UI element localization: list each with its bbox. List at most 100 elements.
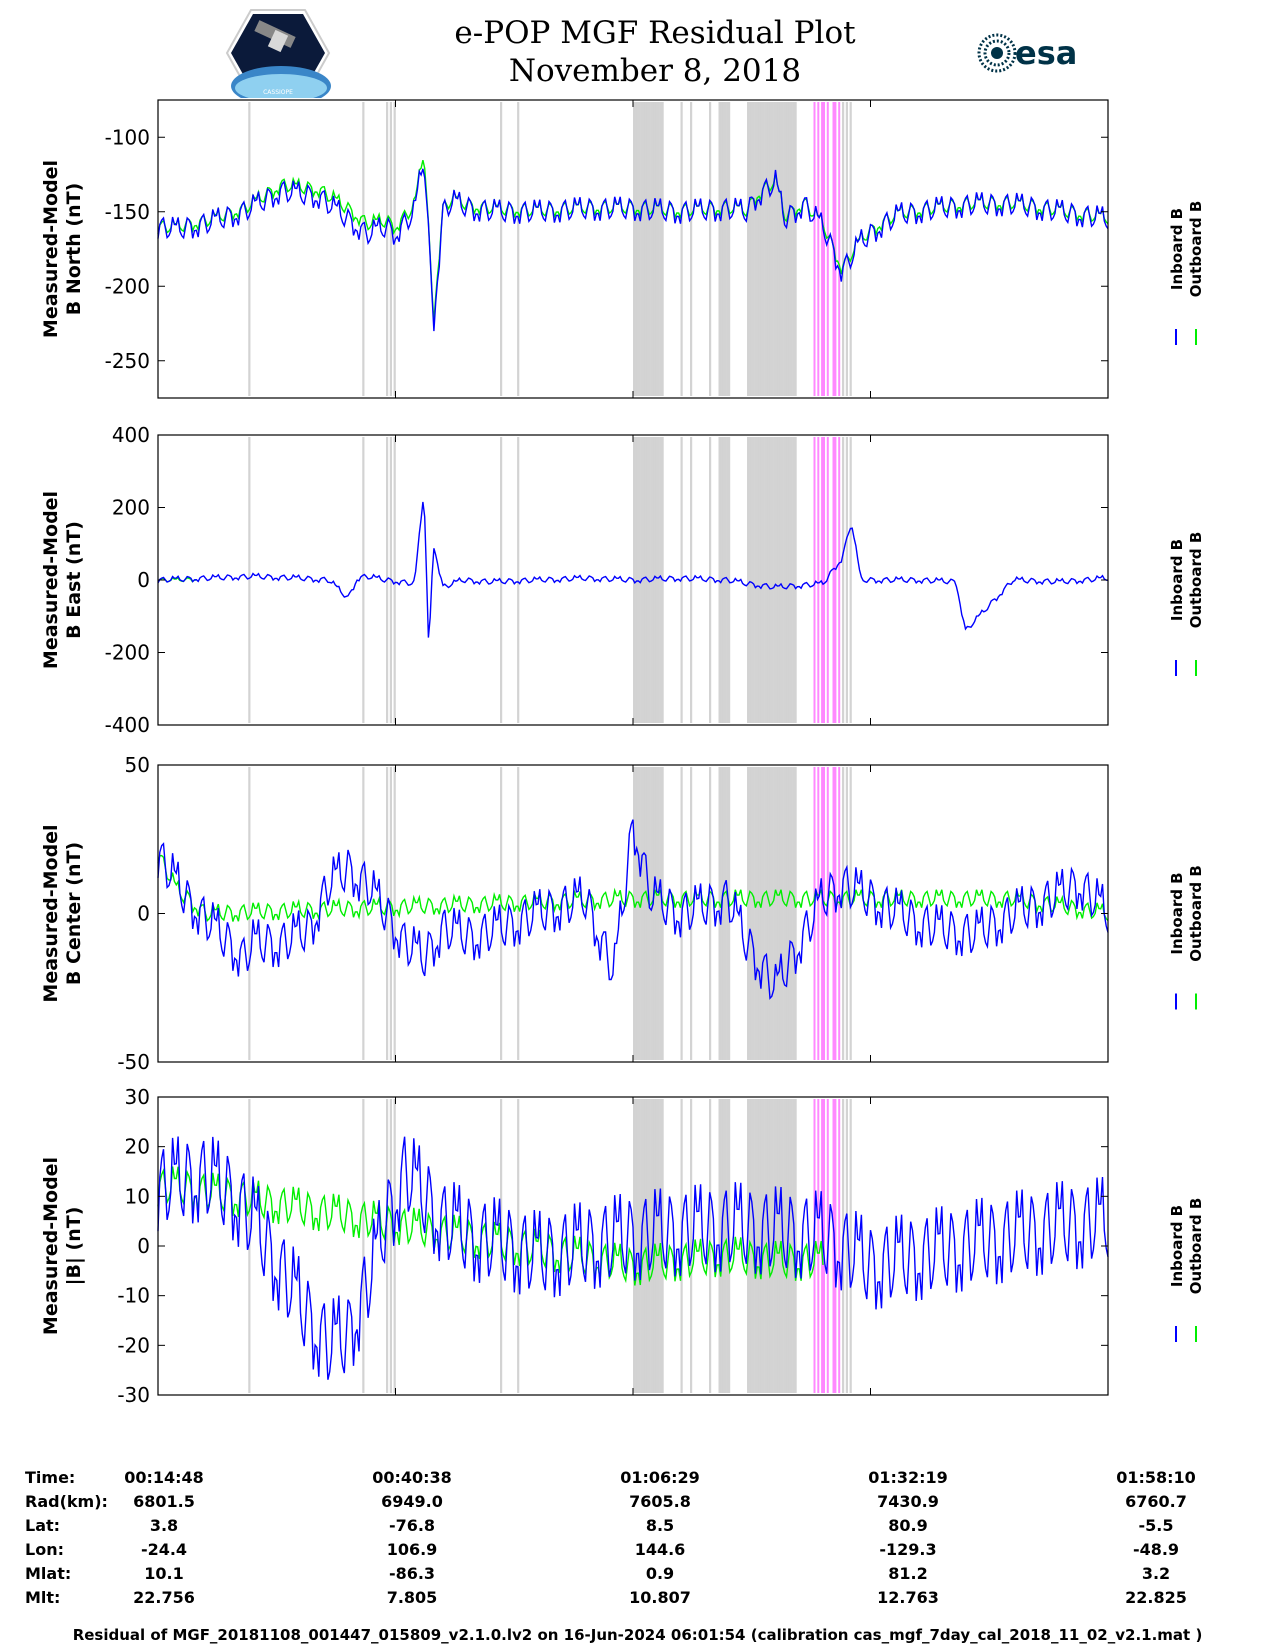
gray-band [657, 437, 660, 723]
gray-band [790, 102, 793, 396]
mlat-value: 3.2 [1141, 1564, 1171, 1583]
gray-band [722, 102, 725, 396]
gray-band [785, 437, 788, 723]
panel-4: 30 20 10 0 -10 -20 -30 Measured-Model|B| (nT) In… [40, 1085, 1205, 1407]
gray-band [783, 767, 786, 1060]
gray-band [845, 1099, 848, 1393]
gray-band [786, 102, 790, 396]
gray-band [790, 1099, 793, 1393]
gray-band [648, 437, 651, 723]
lat-value: 8.5 [645, 1516, 675, 1535]
gray-band [794, 767, 797, 1060]
title-line-1: e-POP MGF Residual Plot [454, 15, 856, 51]
gray-band [724, 437, 727, 723]
pink-band [838, 437, 841, 723]
gray-band [248, 102, 251, 396]
gray-band [362, 1099, 365, 1393]
mlat-value: 81.2 [888, 1564, 928, 1583]
label-lat: Lat: [25, 1516, 61, 1535]
gray-band [652, 767, 655, 1060]
gray-band [792, 767, 795, 1060]
gray-band [709, 1099, 712, 1393]
pink-band [838, 1099, 841, 1393]
gray-band [633, 102, 636, 396]
rad-value: 7430.9 [877, 1492, 939, 1511]
gray-band [657, 102, 660, 396]
series-outboard [157, 854, 1109, 922]
gray-band [756, 767, 759, 1060]
gray-band [362, 102, 365, 396]
gray-band [657, 767, 660, 1060]
legend-inboard-label: Inboard B [1168, 208, 1186, 290]
gray-band [771, 102, 774, 396]
y-tick-label: -20 [117, 1333, 150, 1357]
gray-band [790, 767, 793, 1060]
y-tick-label: 30 [125, 1085, 150, 1109]
label-time: Time: [25, 1468, 76, 1487]
time-value: 01:58:10 [1116, 1468, 1196, 1487]
pink-band [838, 102, 841, 396]
pink-band [834, 1099, 837, 1393]
gray-band [758, 767, 761, 1060]
gray-band [655, 437, 658, 723]
gray-band [650, 767, 653, 1060]
pink-band [823, 1099, 825, 1393]
gray-band [709, 437, 712, 723]
y-tick-label: 0 [137, 568, 150, 592]
gray-band [362, 437, 365, 723]
y-tick-label: -250 [105, 349, 150, 373]
gray-band [362, 767, 365, 1060]
gray-band [646, 767, 649, 1060]
y-axis-label: Measured-ModelB Center (nT) [40, 824, 85, 1002]
gray-band [767, 437, 771, 723]
lat-value: 80.9 [888, 1516, 928, 1535]
time-info-table: Time: Rad(km): Lat: Lon: Mlat: Mlt: 00:1… [0, 1468, 1275, 1618]
pink-band [817, 102, 820, 396]
gray-band [785, 1099, 788, 1393]
gray-band [849, 102, 852, 396]
gray-band [785, 102, 788, 396]
gray-band [764, 102, 767, 396]
gray-band [762, 437, 765, 723]
label-mlt: Mlt: [25, 1588, 61, 1607]
gray-band [642, 102, 645, 396]
gray-band [722, 767, 725, 1060]
legend-outboard-label: Outboard B [1187, 1198, 1205, 1295]
pink-band [826, 102, 829, 396]
y-axis-label-line: Measured-Model [40, 160, 62, 338]
gray-band [636, 767, 639, 1060]
gray-band [500, 767, 503, 1060]
gray-band [842, 102, 845, 396]
gray-band [783, 102, 786, 396]
gray-band [517, 767, 520, 1060]
pink-band [813, 437, 816, 723]
gray-band [650, 102, 653, 396]
gray-band [634, 437, 638, 723]
pink-band [823, 767, 825, 1060]
gray-band [633, 767, 636, 1060]
gray-band [794, 102, 797, 396]
gray-band [756, 1099, 759, 1393]
gray-band [777, 437, 780, 723]
gray-band [393, 102, 396, 396]
y-axis-label-line: Measured-Model [40, 824, 62, 1002]
y-tick-label: -100 [105, 125, 150, 149]
gray-band [762, 1099, 765, 1393]
panel-2: 400 200 0 -200 -400 Measured-ModelB East (nT)… [40, 423, 1205, 737]
gray-band [634, 767, 638, 1060]
gray-band [779, 767, 782, 1060]
gray-band [849, 767, 852, 1060]
gray-band [845, 102, 848, 396]
gray-band [728, 102, 731, 396]
gray-band [638, 102, 641, 396]
gray-band [771, 767, 774, 1060]
gray-band [690, 102, 693, 396]
y-tick-label: -200 [105, 641, 150, 665]
gray-band [788, 102, 791, 396]
gray-band [642, 437, 645, 723]
gray-band [758, 102, 761, 396]
esa-logo-text: esa [1015, 34, 1077, 72]
pink-band [821, 437, 824, 723]
series-inboard [157, 168, 1109, 332]
